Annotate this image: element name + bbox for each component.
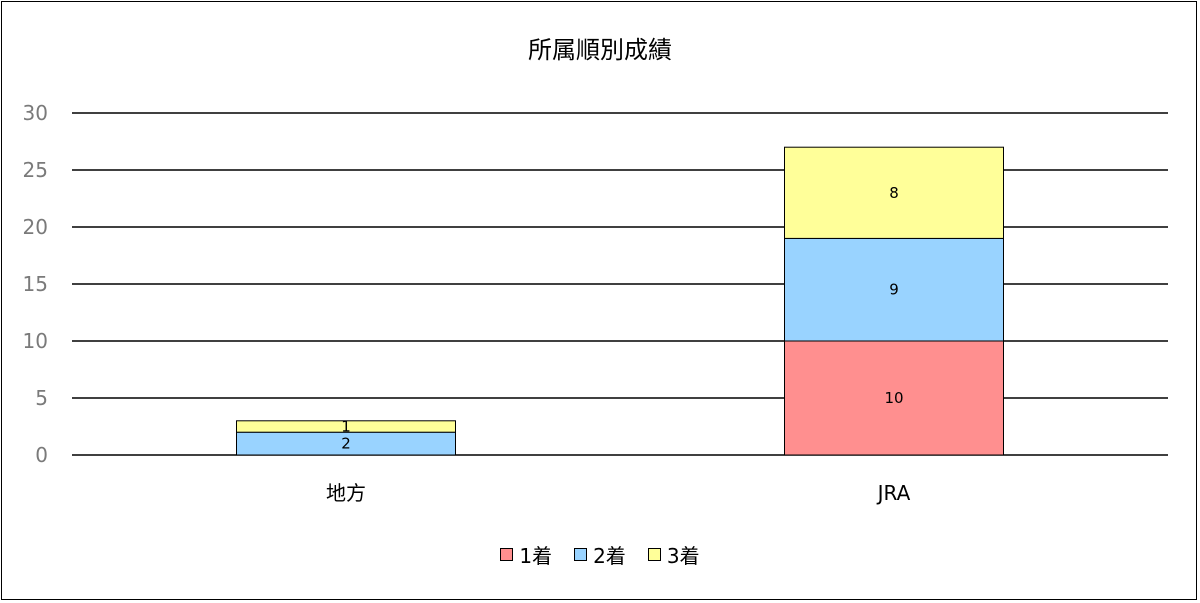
- legend: 1着 2着 3着: [0, 540, 1200, 569]
- y-tick-label: 20: [23, 215, 48, 239]
- legend-swatch-3rd: [647, 548, 661, 561]
- y-tick-label: 10: [23, 329, 48, 353]
- y-tick-label: 15: [23, 272, 48, 296]
- legend-item-2nd: 2着: [574, 540, 626, 569]
- legend-label-3rd: 3着: [666, 544, 700, 568]
- legend-item-1st: 1着: [500, 540, 552, 569]
- legend-label-1st: 1着: [519, 544, 553, 568]
- y-tick-label: 5: [35, 386, 48, 410]
- bar-segment: [784, 146, 1004, 239]
- legend-swatch-2nd: [574, 548, 588, 561]
- y-tick-label: 25: [23, 158, 48, 182]
- x-category-label: 地方: [326, 481, 366, 505]
- data-label: 1: [341, 418, 351, 436]
- data-label: 9: [889, 281, 899, 299]
- legend-swatch-1st: [500, 548, 514, 561]
- bar-segment: [236, 420, 456, 433]
- x-category-label: JRA: [876, 481, 911, 505]
- chart-title: 所属順別成績: [528, 36, 672, 64]
- y-tick-label: 0: [35, 443, 48, 467]
- data-label: 2: [341, 435, 351, 453]
- y-tick-label: 30: [23, 101, 48, 125]
- legend-item-3rd: 3着: [647, 540, 700, 569]
- data-label: 8: [889, 184, 899, 202]
- data-label: 10: [884, 389, 903, 407]
- legend-label-2nd: 2着: [593, 544, 626, 568]
- bar-segment: [784, 237, 1004, 342]
